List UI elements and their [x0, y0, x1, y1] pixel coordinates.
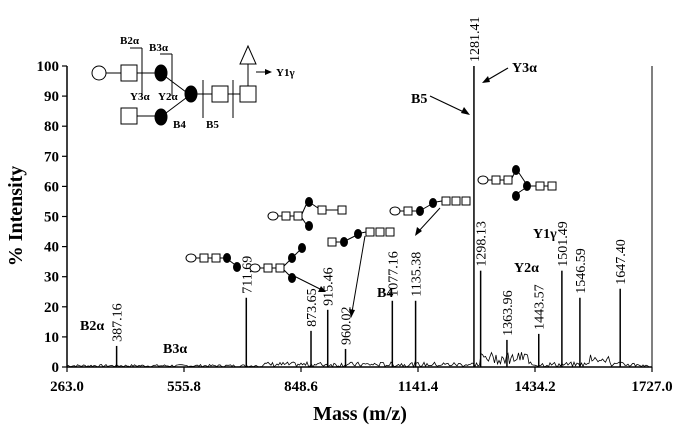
y-ticks: 0 10 20 30 40 50 60 70 80 90 100: [37, 59, 67, 376]
structure-label-y1g: Y1γ: [276, 67, 295, 79]
y-tick-label: 100: [37, 59, 60, 75]
glycan-cartoon-1135: [389, 196, 471, 236]
structure-label-b5: B5: [206, 119, 219, 131]
x-tick-label: 848.6: [284, 379, 318, 395]
y-tick-label: 60: [44, 179, 59, 195]
glycan-cartoon-960: [327, 227, 395, 318]
noise-trace: [66, 351, 650, 369]
ion-label-b2a: B2α: [80, 319, 104, 334]
peak-label: 1298.13: [475, 221, 490, 267]
structure-label-y3a: Y3α: [130, 91, 150, 103]
x-tick-label: 555.8: [167, 379, 201, 395]
ion-label-b3a: B3α: [163, 342, 187, 357]
structure-label-b4: B4: [173, 119, 186, 131]
peak-label: 915.46: [322, 267, 337, 306]
peak-label: 1281.41: [468, 16, 483, 62]
glycan-cartoon-1298: [477, 165, 557, 201]
x-tick-label: 1434.2: [514, 379, 555, 395]
structure-label-b2a: B2α: [120, 35, 140, 47]
peak-label: 1077.16: [386, 251, 401, 297]
glycan-cartoon-711: [185, 253, 241, 272]
glycan-structure-diagram: [91, 44, 272, 126]
x-axis-title: Mass (m/z): [313, 403, 407, 425]
peak-label: 1501.49: [556, 221, 571, 267]
peak-label: 1647.40: [614, 239, 629, 285]
peak-label: 387.16: [111, 303, 126, 342]
arrow-b5: [429, 95, 469, 115]
x-tick-label: 1727.0: [631, 379, 672, 395]
y-tick-label: 50: [44, 210, 59, 226]
x-ticks: 263.0 555.8 848.6 1141.4 1434.2 1727.0: [50, 367, 673, 395]
peak-series: [115, 66, 621, 367]
y-tick-label: 80: [44, 119, 59, 135]
y-tick-label: 0: [52, 360, 60, 376]
arrowhead-y3a: [482, 76, 490, 83]
structure-label-y2a: Y2α: [158, 91, 178, 103]
y-tick-label: 10: [44, 330, 59, 346]
peak-label: 1363.96: [501, 290, 516, 336]
peak-label: 1443.57: [533, 284, 548, 330]
y-tick-label: 90: [44, 89, 59, 105]
x-tick-label: 1141.4: [398, 379, 439, 395]
baseline-noise: [66, 351, 650, 369]
ion-label-y3a: Y3α: [512, 61, 537, 76]
glycan-cartoon-873: [267, 197, 347, 231]
y-tick-label: 70: [44, 149, 59, 165]
peak-label: 1546.59: [574, 248, 589, 294]
peak-label: 1135.38: [410, 252, 425, 297]
y-axis-title: % Intensity: [5, 166, 27, 267]
ion-label-y1g: Y1γ: [533, 227, 557, 242]
ion-label-b4: B4: [377, 286, 393, 301]
y-tick-label: 20: [44, 300, 59, 316]
x-tick-label: 263.0: [50, 379, 84, 395]
peak-label: 711.69: [240, 256, 255, 294]
arrowhead-b5: [461, 107, 470, 115]
structure-label-b3a: B3α: [149, 42, 169, 54]
ion-label-y2a: Y2α: [514, 261, 539, 276]
y-tick-label: 30: [44, 270, 59, 286]
peak-label: 873.65: [305, 288, 320, 327]
glycan-cartoon-915: [249, 243, 326, 292]
y-tick-label: 40: [44, 240, 59, 256]
ion-label-b5: B5: [411, 92, 427, 107]
